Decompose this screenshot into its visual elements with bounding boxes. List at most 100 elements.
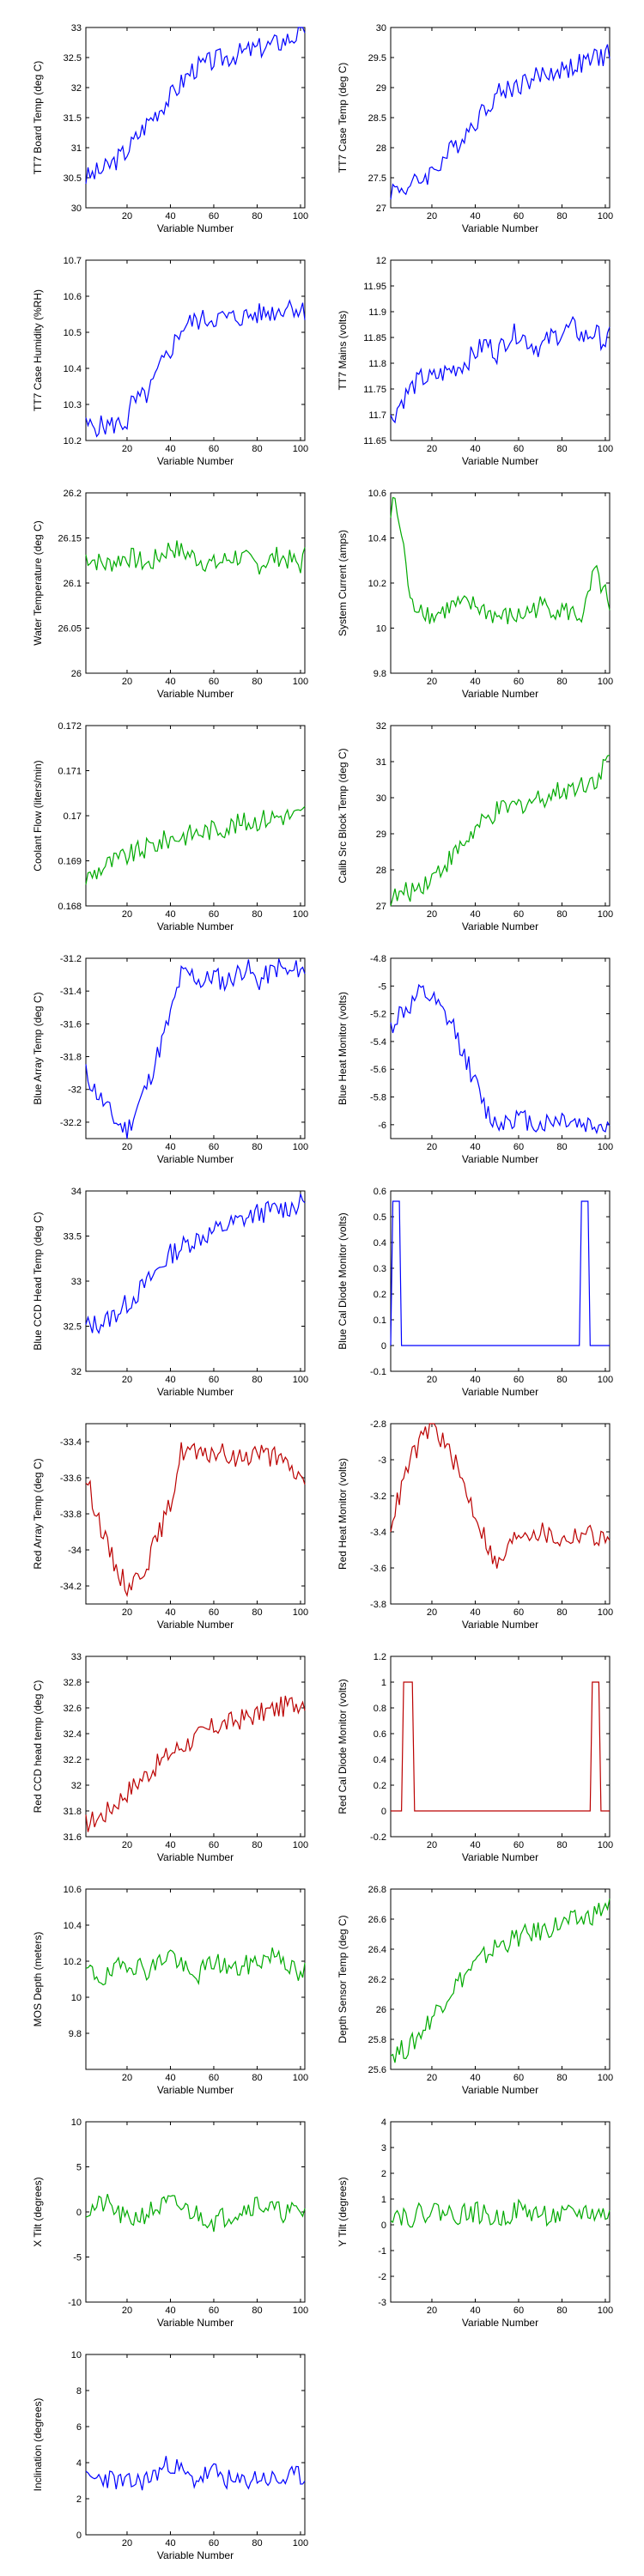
x-tick-label: 40 (165, 677, 175, 687)
y-tick-label: 10.2 (64, 436, 82, 447)
series-line (85, 540, 306, 575)
y-tick-label: -3.4 (370, 1528, 386, 1538)
y-tick-label: -31.6 (60, 1019, 82, 1030)
plot-frame (85, 259, 306, 441)
plot-frame (390, 957, 611, 1139)
y-tick-label: 31.5 (64, 113, 82, 124)
chart-20: 20 40 60 80 100 -3 -2 -1 0 1 2 3 4 Variable Number Y T… (337, 2117, 613, 2329)
y-tick-label: 11.9 (368, 307, 386, 318)
x-tick-label: 100 (293, 211, 308, 222)
y-tick-label: 0.17 (64, 811, 82, 822)
y-tick-label: 27.5 (368, 173, 386, 184)
y-tick-label: 26.8 (368, 1885, 386, 1895)
y-tick-label: 1 (381, 1678, 386, 1688)
y-tick-label: -3.2 (370, 1492, 386, 1502)
y-axis-label: Inclination (degrees) (32, 2398, 44, 2492)
series-line (85, 1947, 306, 1986)
y-tick-label: 32 (71, 1781, 82, 1791)
y-tick-label: 0.1 (374, 1315, 386, 1326)
series-line (390, 754, 611, 907)
x-tick-label: 40 (470, 1142, 480, 1152)
plot-frame (85, 957, 306, 1139)
y-tick-label: -5 (378, 981, 386, 992)
x-tick-label: 40 (165, 1375, 175, 1385)
plot-frame (85, 1656, 306, 1838)
y-tick-label: 10.6 (64, 292, 82, 302)
y-tick-label: 31 (376, 757, 386, 768)
chart-15: 20 40 60 80 100 31.6 31.8 32 32.2 32.4 32.6 32.8 33 V… (32, 1652, 308, 1863)
y-tick-label: 34 (71, 1187, 82, 1197)
x-tick-label: 40 (165, 1840, 175, 1850)
y-tick-label: 32.4 (64, 1729, 82, 1740)
y-tick-label: 10.4 (368, 534, 386, 544)
y-tick-label: 1.2 (374, 1652, 386, 1662)
x-tick-label: 60 (513, 211, 524, 222)
x-tick-label: 80 (556, 1607, 567, 1618)
y-tick-label: -33.8 (60, 1510, 82, 1520)
y-tick-label: 0 (76, 2530, 82, 2541)
y-tick-label: 9.8 (374, 669, 386, 679)
x-tick-label: 60 (513, 1142, 524, 1152)
x-axis-label: Variable Number (462, 2084, 538, 2096)
y-tick-label: 26.05 (58, 624, 82, 635)
y-tick-label: -0.2 (370, 1832, 386, 1843)
y-tick-label: 30 (376, 793, 386, 804)
plot-frame (390, 1423, 611, 1605)
x-tick-label: 60 (513, 1607, 524, 1618)
x-tick-label: 60 (513, 2073, 524, 2083)
series-line (390, 315, 611, 424)
y-tick-label: 0.4 (374, 1755, 386, 1765)
x-tick-label: 20 (122, 1142, 132, 1152)
x-axis-label: Variable Number (462, 455, 538, 467)
y-tick-label: 31 (71, 143, 82, 154)
y-tick-label: 11.7 (368, 410, 386, 421)
x-tick-label: 80 (556, 1840, 567, 1850)
y-tick-label: 4 (381, 2117, 386, 2128)
x-tick-label: 100 (598, 1840, 613, 1850)
x-axis-label: Variable Number (462, 2317, 538, 2329)
y-tick-label: 10.3 (64, 400, 82, 410)
x-axis-label: Variable Number (157, 2084, 234, 2096)
y-tick-label: 32.2 (64, 1755, 82, 1765)
y-tick-label: 0 (76, 2208, 82, 2218)
y-tick-label: -32 (68, 1085, 82, 1096)
plot-frame (390, 259, 611, 441)
plot-frame (85, 725, 306, 907)
series-line (85, 1194, 306, 1334)
series-line (390, 1423, 611, 1569)
x-axis-label: Variable Number (157, 1153, 234, 1165)
chart-8: 20 40 60 80 100 27 28 29 30 31 32 Variable Number Ca… (337, 721, 613, 933)
y-tick-label: 27 (376, 902, 386, 912)
y-axis-label: Blue CCD Head Temp (deg C) (32, 1212, 44, 1350)
y-tick-label: 33 (71, 1277, 82, 1287)
x-tick-label: 20 (122, 2306, 132, 2316)
x-tick-label: 20 (122, 2538, 132, 2549)
y-tick-label: 12 (376, 256, 386, 266)
x-tick-label: 100 (293, 2306, 308, 2316)
y-tick-label: -3 (378, 2298, 386, 2308)
x-tick-label: 40 (470, 909, 480, 920)
y-tick-label: 0.4 (374, 1238, 386, 1249)
x-axis-label: Variable Number (157, 688, 234, 700)
y-tick-label: 26.15 (58, 534, 82, 544)
x-tick-label: 80 (556, 211, 567, 222)
x-tick-label: 80 (556, 2306, 567, 2316)
x-axis-label: Variable Number (462, 1386, 538, 1398)
y-tick-label: 10.6 (64, 1885, 82, 1895)
series-line (85, 1695, 306, 1832)
y-tick-label: 0 (381, 2221, 386, 2231)
y-tick-label: 30 (376, 23, 386, 33)
x-tick-label: 60 (513, 1840, 524, 1850)
y-tick-label: 10 (71, 1993, 82, 2003)
y-tick-label: -34 (68, 1546, 82, 1556)
chart-12: 20 40 60 80 100 -0.1 0 0.1 0.2 0.3 0.4 0.5 0.6 Variab… (337, 1187, 613, 1398)
y-tick-label: 10 (376, 624, 386, 635)
y-tick-label: -1 (378, 2246, 386, 2257)
y-axis-label: X Tilt (degrees) (32, 2177, 44, 2246)
y-tick-label: -3.8 (370, 1600, 386, 1610)
plot-frame (390, 492, 611, 674)
chart-5: 20 40 60 80 100 26 26.05 26.1 26.15 26.2 Variable … (32, 489, 308, 700)
plot-frame (390, 1656, 611, 1838)
y-tick-label: -34.2 (60, 1582, 82, 1592)
y-tick-label: -31.8 (60, 1053, 82, 1063)
